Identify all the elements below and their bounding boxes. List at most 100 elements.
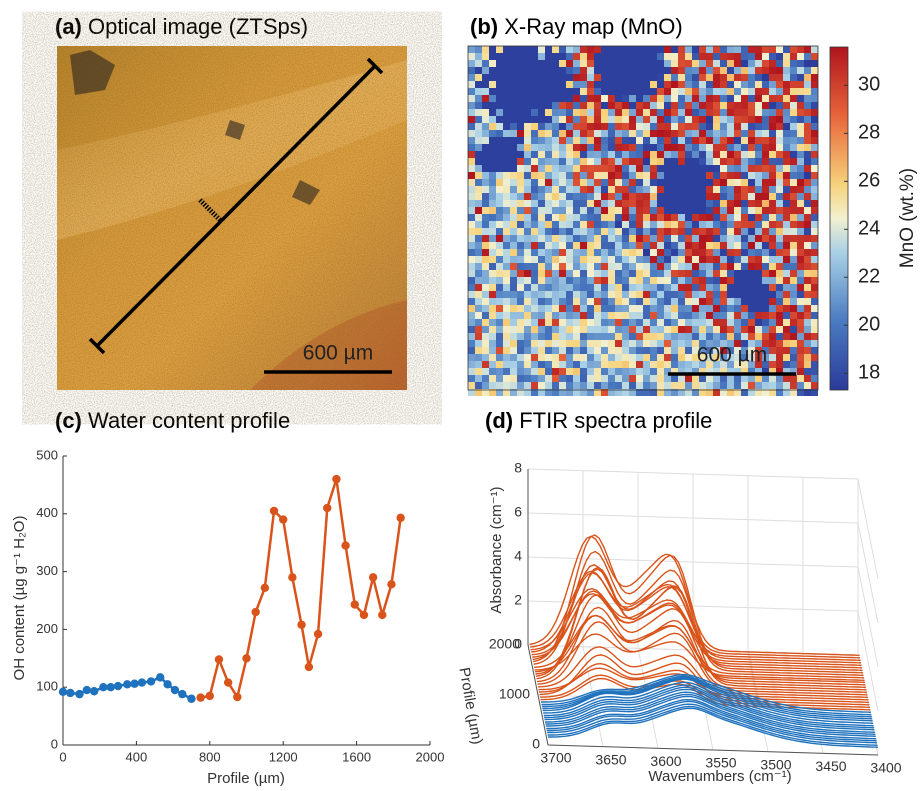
map-cell [566,277,573,284]
map-cell [804,354,811,361]
map-cell [790,95,797,102]
map-cell [643,221,650,228]
map-cell [601,165,608,172]
map-cell [580,291,587,298]
map-cell [636,214,643,221]
map-cell [811,193,818,200]
data-point [359,610,369,620]
map-cell [552,242,559,249]
map-cell [538,249,545,256]
map-cell [783,137,790,144]
map-cell [475,207,482,214]
map-cell [643,116,650,123]
map-cell [657,144,664,151]
map-cell [734,144,741,151]
map-cell [503,298,510,305]
map-cell [594,263,601,270]
map-cell [734,137,741,144]
map-cell [559,284,566,291]
map-cell [629,354,636,361]
map-cell [734,214,741,221]
map-cell [552,46,559,53]
map-cell [769,354,776,361]
map-cell [734,235,741,242]
map-cell [727,228,734,235]
map-cell [706,123,713,130]
map-cell [482,298,489,305]
title: X-Ray map (MnO) [504,14,682,39]
map-cell [475,263,482,270]
map-cell [489,207,496,214]
map-cell [615,382,622,389]
spectrum [546,698,877,740]
map-cell [657,312,664,319]
map-cell [552,340,559,347]
map-cell [566,298,573,305]
map-cell [685,333,692,340]
map-cell [713,333,720,340]
map-cell [489,179,496,186]
spectrum [544,686,875,729]
map-cell [804,67,811,74]
map-cell [797,312,804,319]
map-cell [804,221,811,228]
map-cell [804,172,811,179]
map-cell [811,109,818,116]
map-cell [678,151,685,158]
map-cell [615,340,622,347]
map-cell [566,375,573,382]
map-cell [545,179,552,186]
map-cell [650,305,657,312]
map-cell [664,123,671,130]
map-cell [552,312,559,319]
map-cell [664,389,671,396]
map-cell [755,193,762,200]
map-cell [468,46,475,53]
map-cell [713,151,720,158]
map-cell [475,305,482,312]
panel-title: (c) Water content profile [55,408,290,433]
map-cell [720,270,727,277]
map-cell [699,298,706,305]
map-cell [804,137,811,144]
map-cell [706,242,713,249]
map-cell [573,172,580,179]
map-cell [650,354,657,361]
map-cell [776,200,783,207]
map-cell [552,354,559,361]
grid-line [527,512,859,524]
map-cell [706,235,713,242]
map-cell [552,263,559,270]
map-cell [741,109,748,116]
map-cell [496,193,503,200]
map-cell [741,193,748,200]
map-cell [741,340,748,347]
map-cell [510,326,517,333]
map-cell [496,340,503,347]
map-cell [685,249,692,256]
map-cell [608,354,615,361]
map-cell [755,368,762,375]
map-cell [517,354,524,361]
map-cell [559,123,566,130]
map-cell [685,305,692,312]
map-cell [580,263,587,270]
map-cell [804,95,811,102]
map-cell [468,382,475,389]
map-cell [699,375,706,382]
x-tick-label: 2000 [416,749,445,764]
map-cell [741,326,748,333]
y-tick-label: 200 [36,621,58,636]
map-cell [783,53,790,60]
map-cell [475,382,482,389]
map-cell [608,186,615,193]
map-cell [713,200,720,207]
map-cell [727,67,734,74]
map-cell [475,235,482,242]
map-cell [475,340,482,347]
map-cell [468,277,475,284]
map-cell [517,270,524,277]
map-cell [482,53,489,60]
map-cell [510,284,517,291]
map-cell [811,333,818,340]
